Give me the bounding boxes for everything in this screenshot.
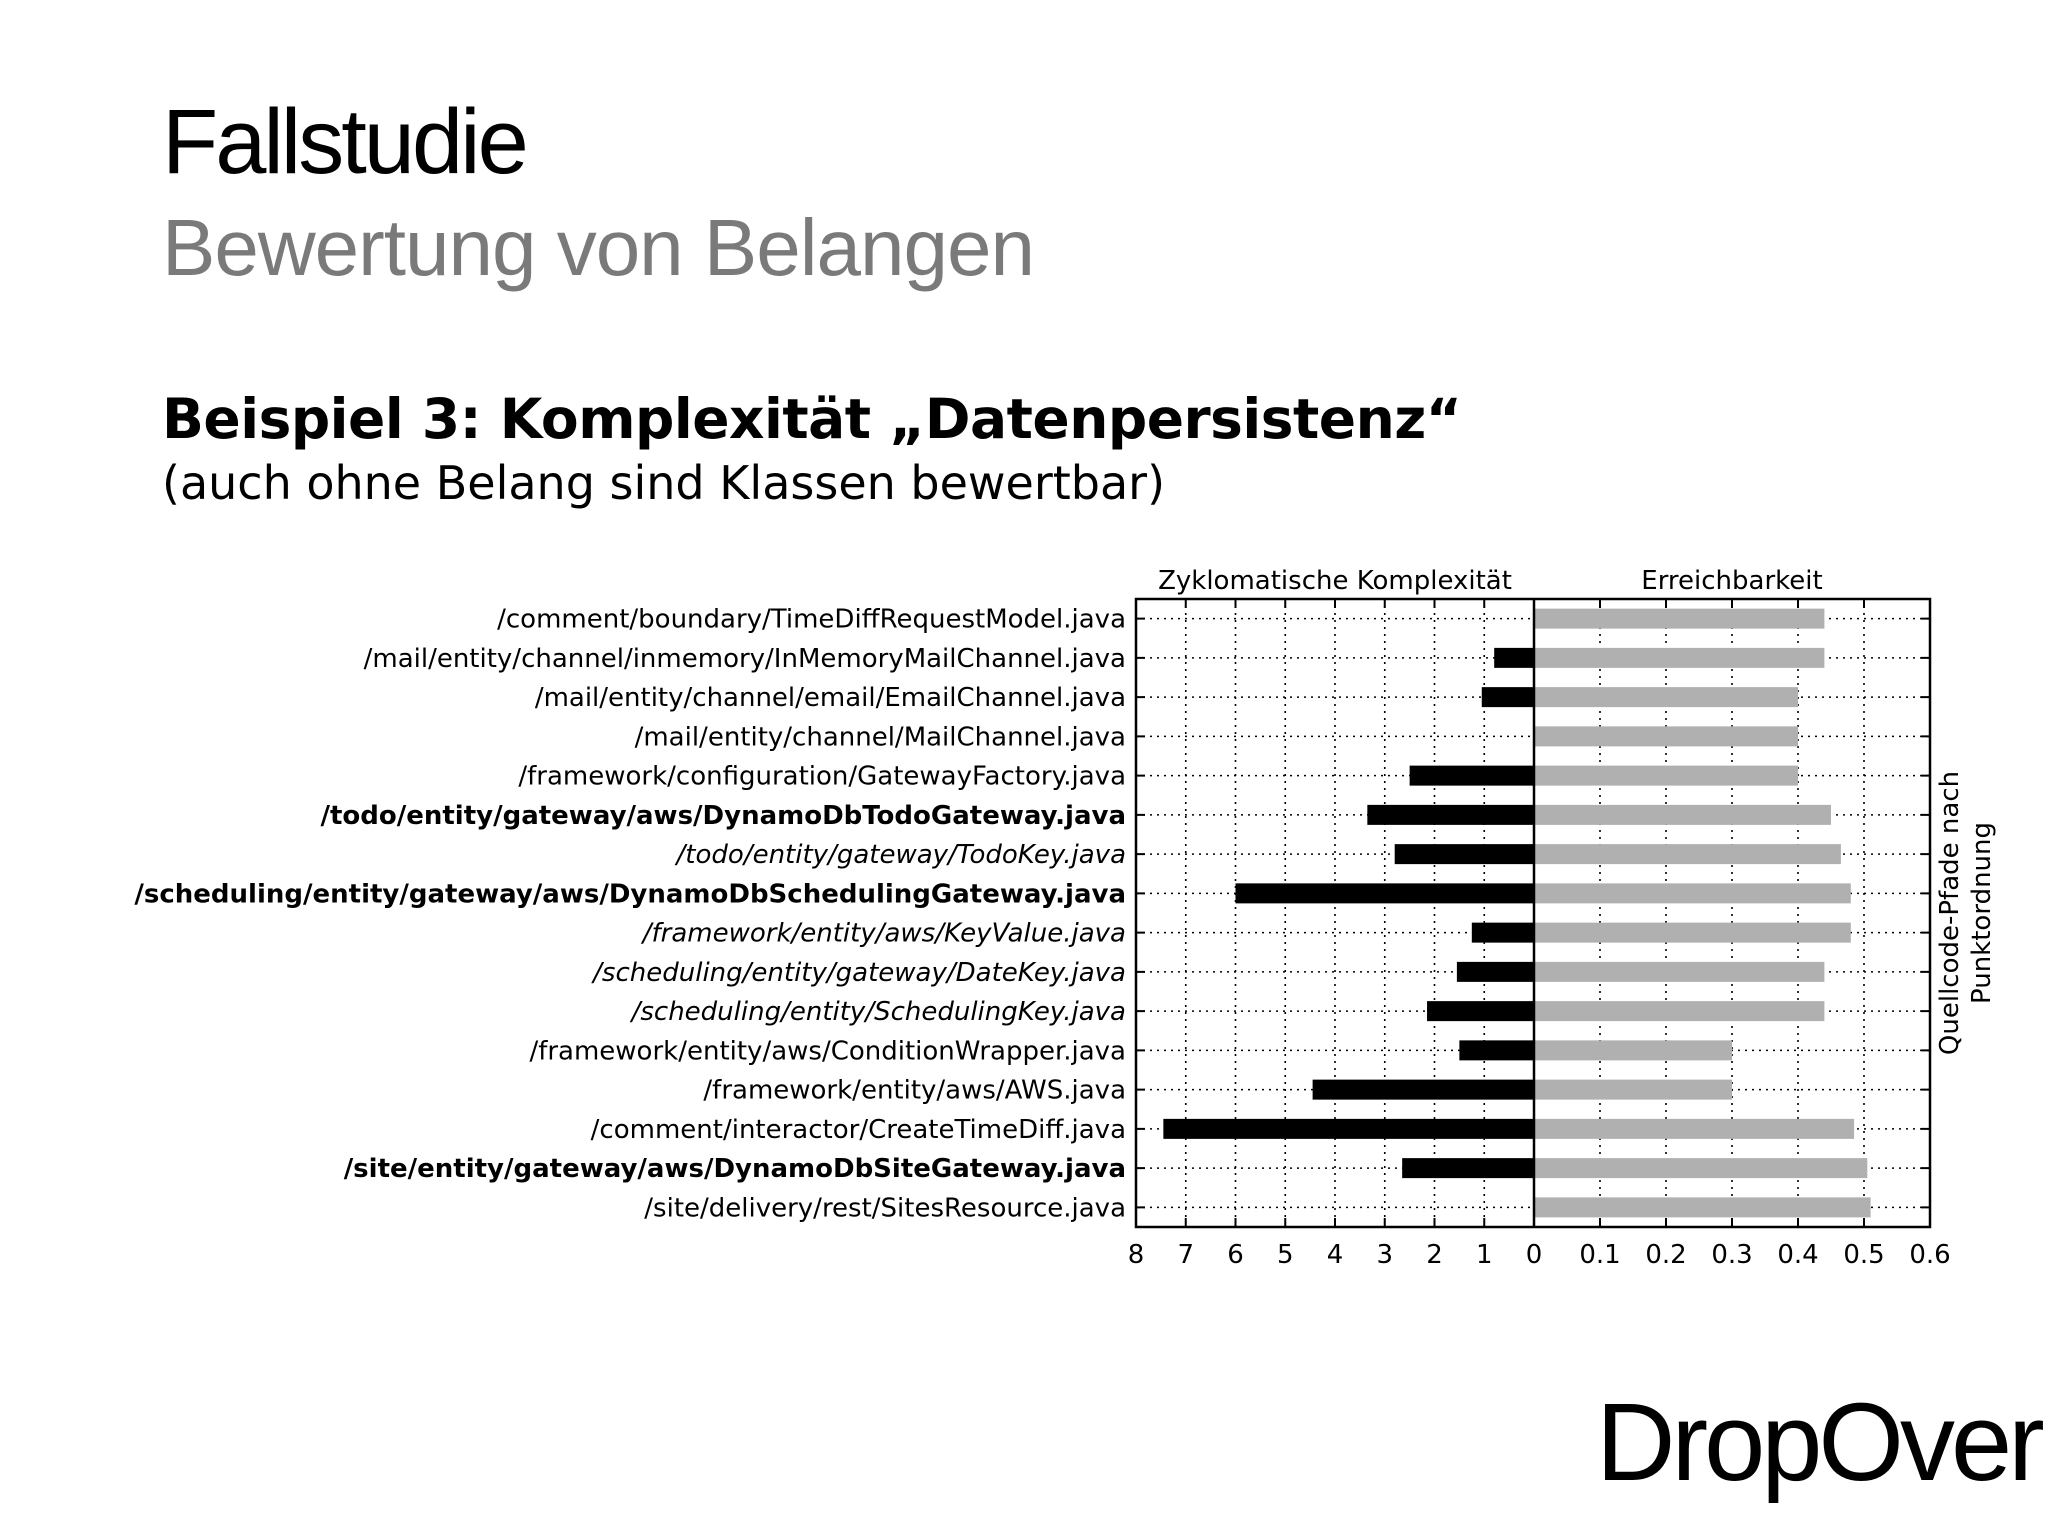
x-tick-label-complexity: 3	[1376, 1240, 1393, 1270]
reachability-bar	[1534, 1118, 1855, 1139]
complexity-bar	[1494, 647, 1534, 668]
y-axis-label-line1: Quellcode-Pfade nach	[1935, 771, 1965, 1055]
reachability-bar	[1534, 1001, 1825, 1022]
category-label: /framework/entity/aws/KeyValue.java	[641, 919, 1126, 949]
category-label: /comment/interactor/CreateTimeDiff.java	[591, 1115, 1126, 1145]
category-label: /mail/entity/channel/inmemory/InMemoryMa…	[364, 644, 1126, 674]
reachability-bar	[1534, 1158, 1868, 1179]
x-tick-label-reachability: 0.6	[1909, 1240, 1950, 1270]
complexity-bar	[1481, 687, 1534, 708]
category-label: /scheduling/entity/gateway/DateKey.java	[591, 958, 1126, 988]
reachability-bar	[1534, 726, 1798, 747]
dropover-logo: DropOver	[1596, 1381, 2045, 1504]
reachability-bar	[1534, 883, 1851, 904]
bars	[1163, 608, 1871, 1218]
reachability-bar	[1534, 687, 1798, 708]
reachability-bar	[1534, 1197, 1871, 1218]
slide-subtitle: Bewertung von Belangen	[162, 203, 1035, 292]
x-tick-label-complexity: 1	[1476, 1240, 1493, 1270]
reachability-bar	[1534, 647, 1825, 668]
x-tick-label-reachability: 0.2	[1645, 1240, 1686, 1270]
chart-text: 8 7 6 5 4 3 2 1 0 0.1 0.2 0.3 0.4 0.5 0.6 Zyklomatische…	[134, 566, 1997, 1270]
category-label: /mail/entity/channel/email/EmailChannel.…	[535, 683, 1126, 713]
category-label: /site/entity/gateway/aws/DynamoDbSiteGat…	[344, 1154, 1126, 1184]
x-tick-label-complexity: 0	[1526, 1240, 1543, 1270]
complexity-reachability-chart: 8 7 6 5 4 3 2 1 0 0.1 0.2 0.3 0.4 0.5 0.6 Zyklomatische…	[134, 566, 1997, 1270]
y-axis-label: Quellcode-Pfade nach Punktordnung	[1935, 771, 1997, 1055]
section-subheading: (auch ohne Belang sind Klassen bewertbar…	[162, 456, 1166, 510]
reachability-bar	[1534, 1079, 1732, 1100]
complexity-bar	[1394, 844, 1534, 865]
complexity-bar	[1409, 765, 1534, 786]
x-tick-label-reachability: 0.1	[1579, 1240, 1620, 1270]
category-label: /mail/entity/channel/MailChannel.java	[635, 722, 1126, 752]
x-tick-label-complexity: 5	[1277, 1240, 1294, 1270]
x-tick-label-reachability: 0.4	[1777, 1240, 1818, 1270]
complexity-bar	[1459, 1040, 1534, 1061]
reachability-bar	[1534, 765, 1798, 786]
complexity-bar	[1235, 883, 1534, 904]
x-tick-label-complexity: 2	[1426, 1240, 1443, 1270]
category-label: /framework/entity/aws/AWS.java	[703, 1076, 1126, 1106]
x-tick-label-reachability: 0.3	[1711, 1240, 1752, 1270]
category-label: /todo/entity/gateway/TodoKey.java	[675, 840, 1126, 870]
category-label: /site/delivery/rest/SitesResource.java	[644, 1193, 1126, 1223]
category-label: /framework/configuration/GatewayFactory.…	[518, 762, 1126, 792]
complexity-bar	[1427, 1001, 1534, 1022]
reachability-panel-title: Erreichbarkeit	[1641, 566, 1822, 596]
slide-title: Fallstudie	[162, 91, 529, 193]
reachability-bar	[1534, 608, 1825, 629]
complexity-bar	[1312, 1079, 1534, 1100]
plot-frame	[1134, 597, 1932, 1229]
y-axis-label-line2: Punktordnung	[1967, 822, 1997, 1004]
complexity-panel-title: Zyklomatische Komplexität	[1158, 566, 1512, 596]
x-tick-label-complexity: 4	[1327, 1240, 1344, 1270]
category-label: /todo/entity/gateway/aws/DynamoDbTodoGat…	[320, 801, 1126, 831]
complexity-bar	[1471, 922, 1534, 943]
reachability-bar	[1534, 804, 1831, 825]
category-label: /scheduling/entity/SchedulingKey.java	[630, 997, 1126, 1027]
reachability-bar	[1534, 844, 1841, 865]
x-tick-label-reachability: 0.5	[1843, 1240, 1884, 1270]
reachability-bar	[1534, 961, 1825, 982]
category-label: /comment/boundary/TimeDiffRequestModel.j…	[497, 605, 1126, 635]
complexity-bar	[1402, 1158, 1534, 1179]
category-label: /framework/entity/aws/ConditionWrapper.j…	[529, 1036, 1126, 1066]
x-tick-label-complexity: 8	[1128, 1240, 1145, 1270]
reachability-bar	[1534, 1040, 1732, 1061]
section-heading: Beispiel 3: Komplexität „Datenpersistenz…	[162, 387, 1462, 451]
x-tick-label-complexity: 6	[1227, 1240, 1244, 1270]
complexity-bar	[1163, 1118, 1534, 1139]
x-tick-label-complexity: 7	[1177, 1240, 1194, 1270]
complexity-bar	[1456, 961, 1534, 982]
category-label: /scheduling/entity/gateway/aws/DynamoDbS…	[134, 879, 1126, 909]
reachability-bar	[1534, 922, 1851, 943]
complexity-bar	[1367, 804, 1534, 825]
